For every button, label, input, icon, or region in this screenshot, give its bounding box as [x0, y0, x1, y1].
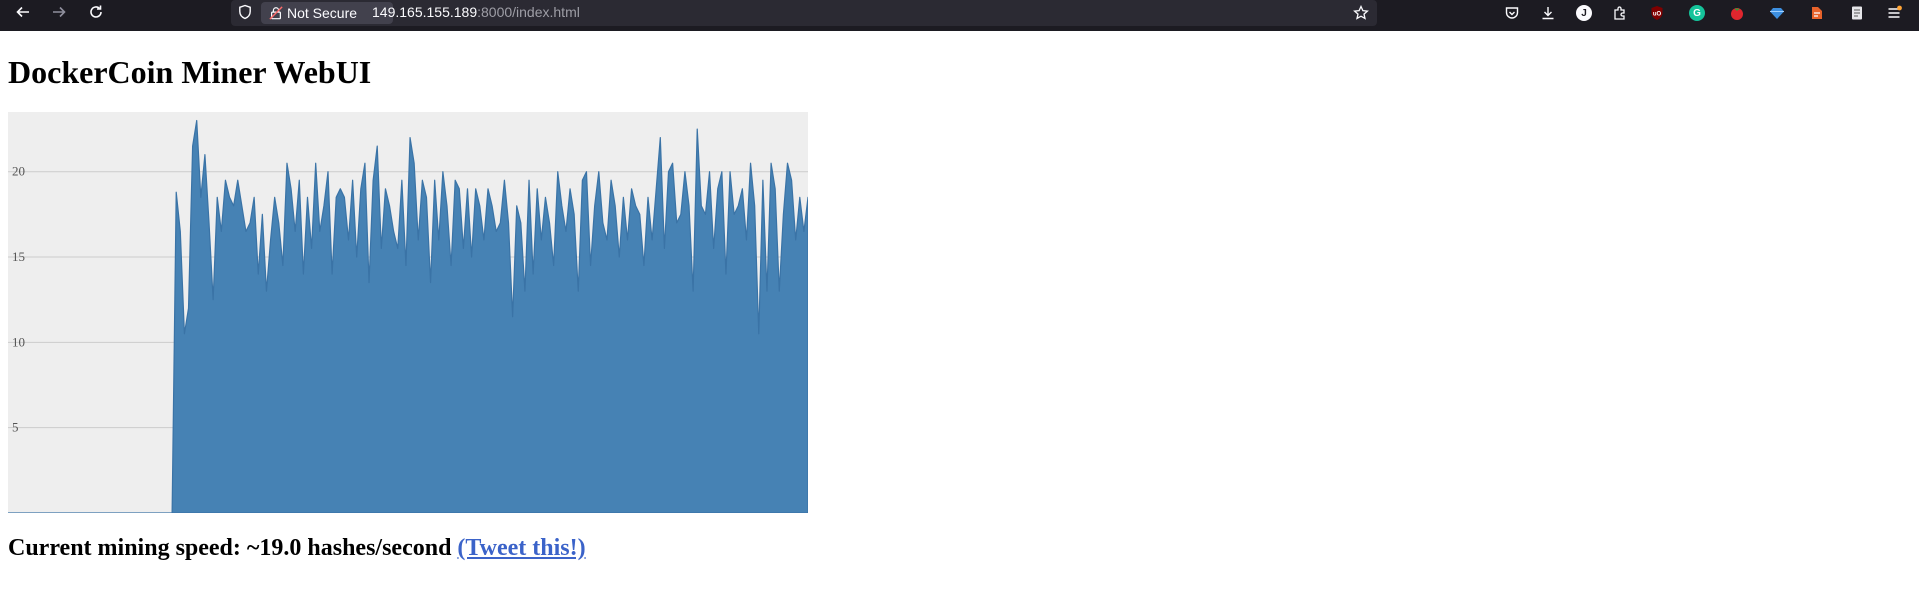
y-tick-label: 20 [12, 164, 25, 179]
page-title: DockerCoin Miner WebUI [8, 54, 372, 90]
site-security-button[interactable]: Not Secure [261, 2, 393, 24]
mining-speed-text: Current mining speed: ~19.0 hashes/secon… [8, 535, 452, 561]
ublock-icon[interactable]: uO [1647, 3, 1667, 23]
mining-speed-status: Current mining speed: ~19.0 hashes/secon… [8, 533, 586, 563]
tracking-protection-shield-icon[interactable] [237, 4, 253, 20]
bookmark-star-icon[interactable] [1353, 5, 1369, 21]
forward-button[interactable] [45, 0, 73, 24]
account-icon[interactable]: J [1574, 3, 1594, 23]
hash-rate-area [8, 119, 808, 513]
extensions-icon[interactable] [1610, 3, 1630, 23]
y-tick-label: 5 [12, 420, 19, 435]
back-button[interactable] [9, 0, 37, 24]
security-label: Not Secure [287, 5, 358, 21]
menu-icon[interactable] [1884, 3, 1904, 23]
url-bar[interactable]: Not Secure 149.165.155.189:8000/index.ht… [231, 0, 1377, 26]
reload-button[interactable] [82, 0, 110, 24]
url-path: :8000/index.html [477, 4, 580, 20]
y-tick-label: 10 [12, 334, 25, 349]
gem-icon[interactable] [1767, 3, 1787, 23]
tomato-icon[interactable] [1727, 3, 1747, 23]
browser-toolbar: Not Secure 149.165.155.189:8000/index.ht… [0, 0, 1919, 31]
y-tick-label: 15 [12, 249, 25, 264]
back-arrow-icon [16, 6, 29, 18]
downloads-icon[interactable] [1538, 3, 1558, 23]
reload-icon [90, 5, 102, 18]
tweet-this-link[interactable]: (Tweet this!) [457, 535, 586, 561]
reader-icon[interactable] [1847, 3, 1867, 23]
url-host: 149.165.155.189 [372, 4, 478, 20]
mining-speed-chart: 5 10 15 20 [8, 112, 808, 513]
svg-text:uO: uO [1653, 12, 1662, 18]
url-text[interactable]: 149.165.155.189:8000/index.html [372, 0, 580, 26]
pocket-icon[interactable] [1502, 3, 1522, 23]
profile-initial: J [1576, 5, 1592, 21]
forward-arrow-icon [53, 6, 66, 18]
insecure-lock-icon [269, 6, 283, 20]
y-axis-ticks: 5 10 15 20 [12, 164, 25, 435]
grammarly-icon[interactable]: G [1687, 3, 1707, 23]
bookmark-tool-icon[interactable] [1807, 3, 1827, 23]
